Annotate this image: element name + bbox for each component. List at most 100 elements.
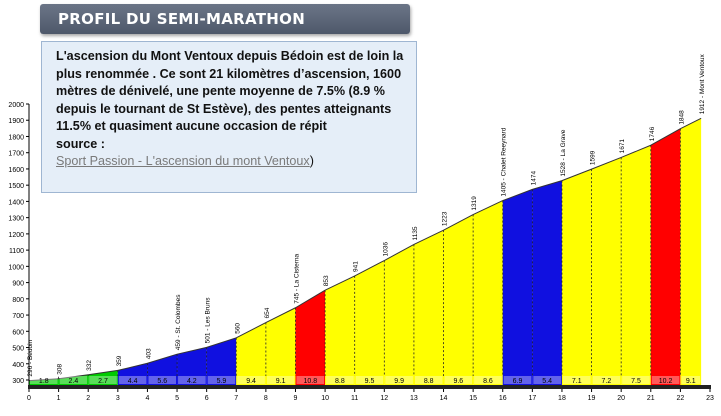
x-tick-label: 5 xyxy=(175,395,179,402)
gradient-label: 5.4 xyxy=(542,378,552,385)
gradient-strip xyxy=(59,376,88,384)
axes: 3004005006007008009001000110012001300140… xyxy=(8,102,714,402)
profile-outline xyxy=(88,369,118,376)
x-tick-label: 15 xyxy=(469,395,477,402)
x-tick-label: 23 xyxy=(706,395,714,402)
gradient-strip xyxy=(414,376,443,384)
elevation-label: 745 - La Cisterna xyxy=(293,254,300,304)
gradient-strip xyxy=(503,376,532,384)
elevation-label: 1135 xyxy=(412,226,419,240)
profile-segments xyxy=(28,117,702,386)
gradient-strip xyxy=(681,376,701,384)
x-axis-line xyxy=(28,385,711,389)
profile-segment xyxy=(650,128,681,385)
profile-outline xyxy=(591,156,622,170)
info-box: L'ascension du Mont Ventoux depuis Bédoi… xyxy=(41,41,417,193)
y-tick-label: 1900 xyxy=(8,118,24,125)
profile-segment xyxy=(206,337,237,385)
gradient-strip xyxy=(622,376,650,384)
y-tick-label: 800 xyxy=(12,297,24,304)
elevation-label: 941 xyxy=(353,261,360,272)
elevation-label: 1912 - Mont Ventoux xyxy=(699,54,706,115)
gradient-strip xyxy=(533,376,561,384)
profile-segment xyxy=(58,374,89,385)
x-tick-label: 22 xyxy=(676,395,684,402)
profile-outline xyxy=(295,289,326,309)
source-close: ) xyxy=(309,154,314,168)
y-tick-label: 900 xyxy=(12,281,24,288)
gradient-label: 9.1 xyxy=(686,378,696,385)
gradient-label: 8.8 xyxy=(424,378,434,385)
gradient-label: 8.8 xyxy=(335,378,345,385)
profile-segment xyxy=(443,214,474,385)
x-tick-label: 8 xyxy=(264,395,268,402)
gradient-label: 9.1 xyxy=(276,378,286,385)
gradient-strip xyxy=(266,376,295,384)
x-tick-label: 3 xyxy=(116,395,120,402)
x-tick-label: 19 xyxy=(588,395,596,402)
x-tick-label: 12 xyxy=(380,395,388,402)
y-tick-label: 1400 xyxy=(8,199,24,206)
elevation-label: 853 xyxy=(323,275,330,286)
elevation-label: 1528 - La Grave xyxy=(560,129,567,176)
y-tick-label: 1800 xyxy=(8,134,24,141)
x-tick-label: 7 xyxy=(234,395,238,402)
elevation-labels: 296 - Bédoin 308 332 359 403 459 - St. Colomb… xyxy=(27,54,706,377)
profile-outline xyxy=(117,362,148,371)
elevation-label: 501 - Les Bruns xyxy=(205,297,212,344)
gradient-label: 5.9 xyxy=(217,378,227,385)
gradient-label: 7.5 xyxy=(631,378,641,385)
gradient-label: 9.6 xyxy=(453,378,463,385)
gradient-strip xyxy=(444,376,473,384)
y-tick-label: 2000 xyxy=(8,102,24,109)
elevation-label: 560 xyxy=(234,323,241,334)
gradient-label: 4.2 xyxy=(187,378,197,385)
gradient-strip xyxy=(385,376,413,384)
gradient-label: 5.6 xyxy=(157,378,167,385)
profile-outline xyxy=(413,229,444,245)
elevation-label: 654 xyxy=(264,307,271,318)
profile-outline xyxy=(620,144,651,158)
elevation-label: 332 xyxy=(86,360,93,371)
profile-segment xyxy=(591,157,622,385)
gradient-label: 10.8 xyxy=(303,378,317,385)
y-tick-label: 1300 xyxy=(8,216,24,223)
gradient-strip xyxy=(326,376,354,384)
source-label: source : xyxy=(56,136,105,151)
gradient-strip xyxy=(651,376,680,384)
x-tick-label: 10 xyxy=(321,395,329,402)
elevation-label: 1599 xyxy=(590,150,597,165)
profile-outline xyxy=(443,214,474,231)
elevation-label: 459 - St. Colombes xyxy=(175,294,182,350)
elevation-label: 1036 xyxy=(382,242,389,257)
gradient-strip xyxy=(118,376,147,384)
x-tick-label: 13 xyxy=(410,395,418,402)
x-tick-label: 9 xyxy=(294,395,298,402)
gradient-strip xyxy=(355,376,384,384)
x-tick-label: 14 xyxy=(440,395,448,402)
gradient-label: 7.1 xyxy=(572,378,582,385)
profile-segment xyxy=(680,118,702,386)
y-tick-label: 1100 xyxy=(9,248,24,255)
gradient-label: 2.4 xyxy=(69,378,79,385)
y-tick-label: 1700 xyxy=(8,151,24,158)
elevation-label: 359 xyxy=(116,355,123,366)
y-tick-label: 600 xyxy=(12,329,24,336)
gradient-strip xyxy=(592,376,621,384)
x-tick-label: 17 xyxy=(528,395,536,402)
profile-segment xyxy=(502,189,533,385)
profile-segment xyxy=(473,200,503,385)
elevation-label: 1405 - Chalet Reeynard xyxy=(501,127,508,196)
gradient-strip xyxy=(474,376,502,384)
x-tick-label: 21 xyxy=(647,395,655,402)
y-tick-label: 1200 xyxy=(8,232,24,239)
profile-outline xyxy=(680,117,702,130)
gradient-strip xyxy=(296,376,325,384)
elevation-label: 403 xyxy=(145,348,152,359)
x-tick-label: 20 xyxy=(617,395,625,402)
gradient-label: 2.7 xyxy=(98,378,108,385)
profile-segment xyxy=(384,244,414,385)
source-link[interactable]: Sport Passion - L'ascension du mont Vent… xyxy=(56,154,310,168)
x-tick-label: 0 xyxy=(27,395,31,402)
